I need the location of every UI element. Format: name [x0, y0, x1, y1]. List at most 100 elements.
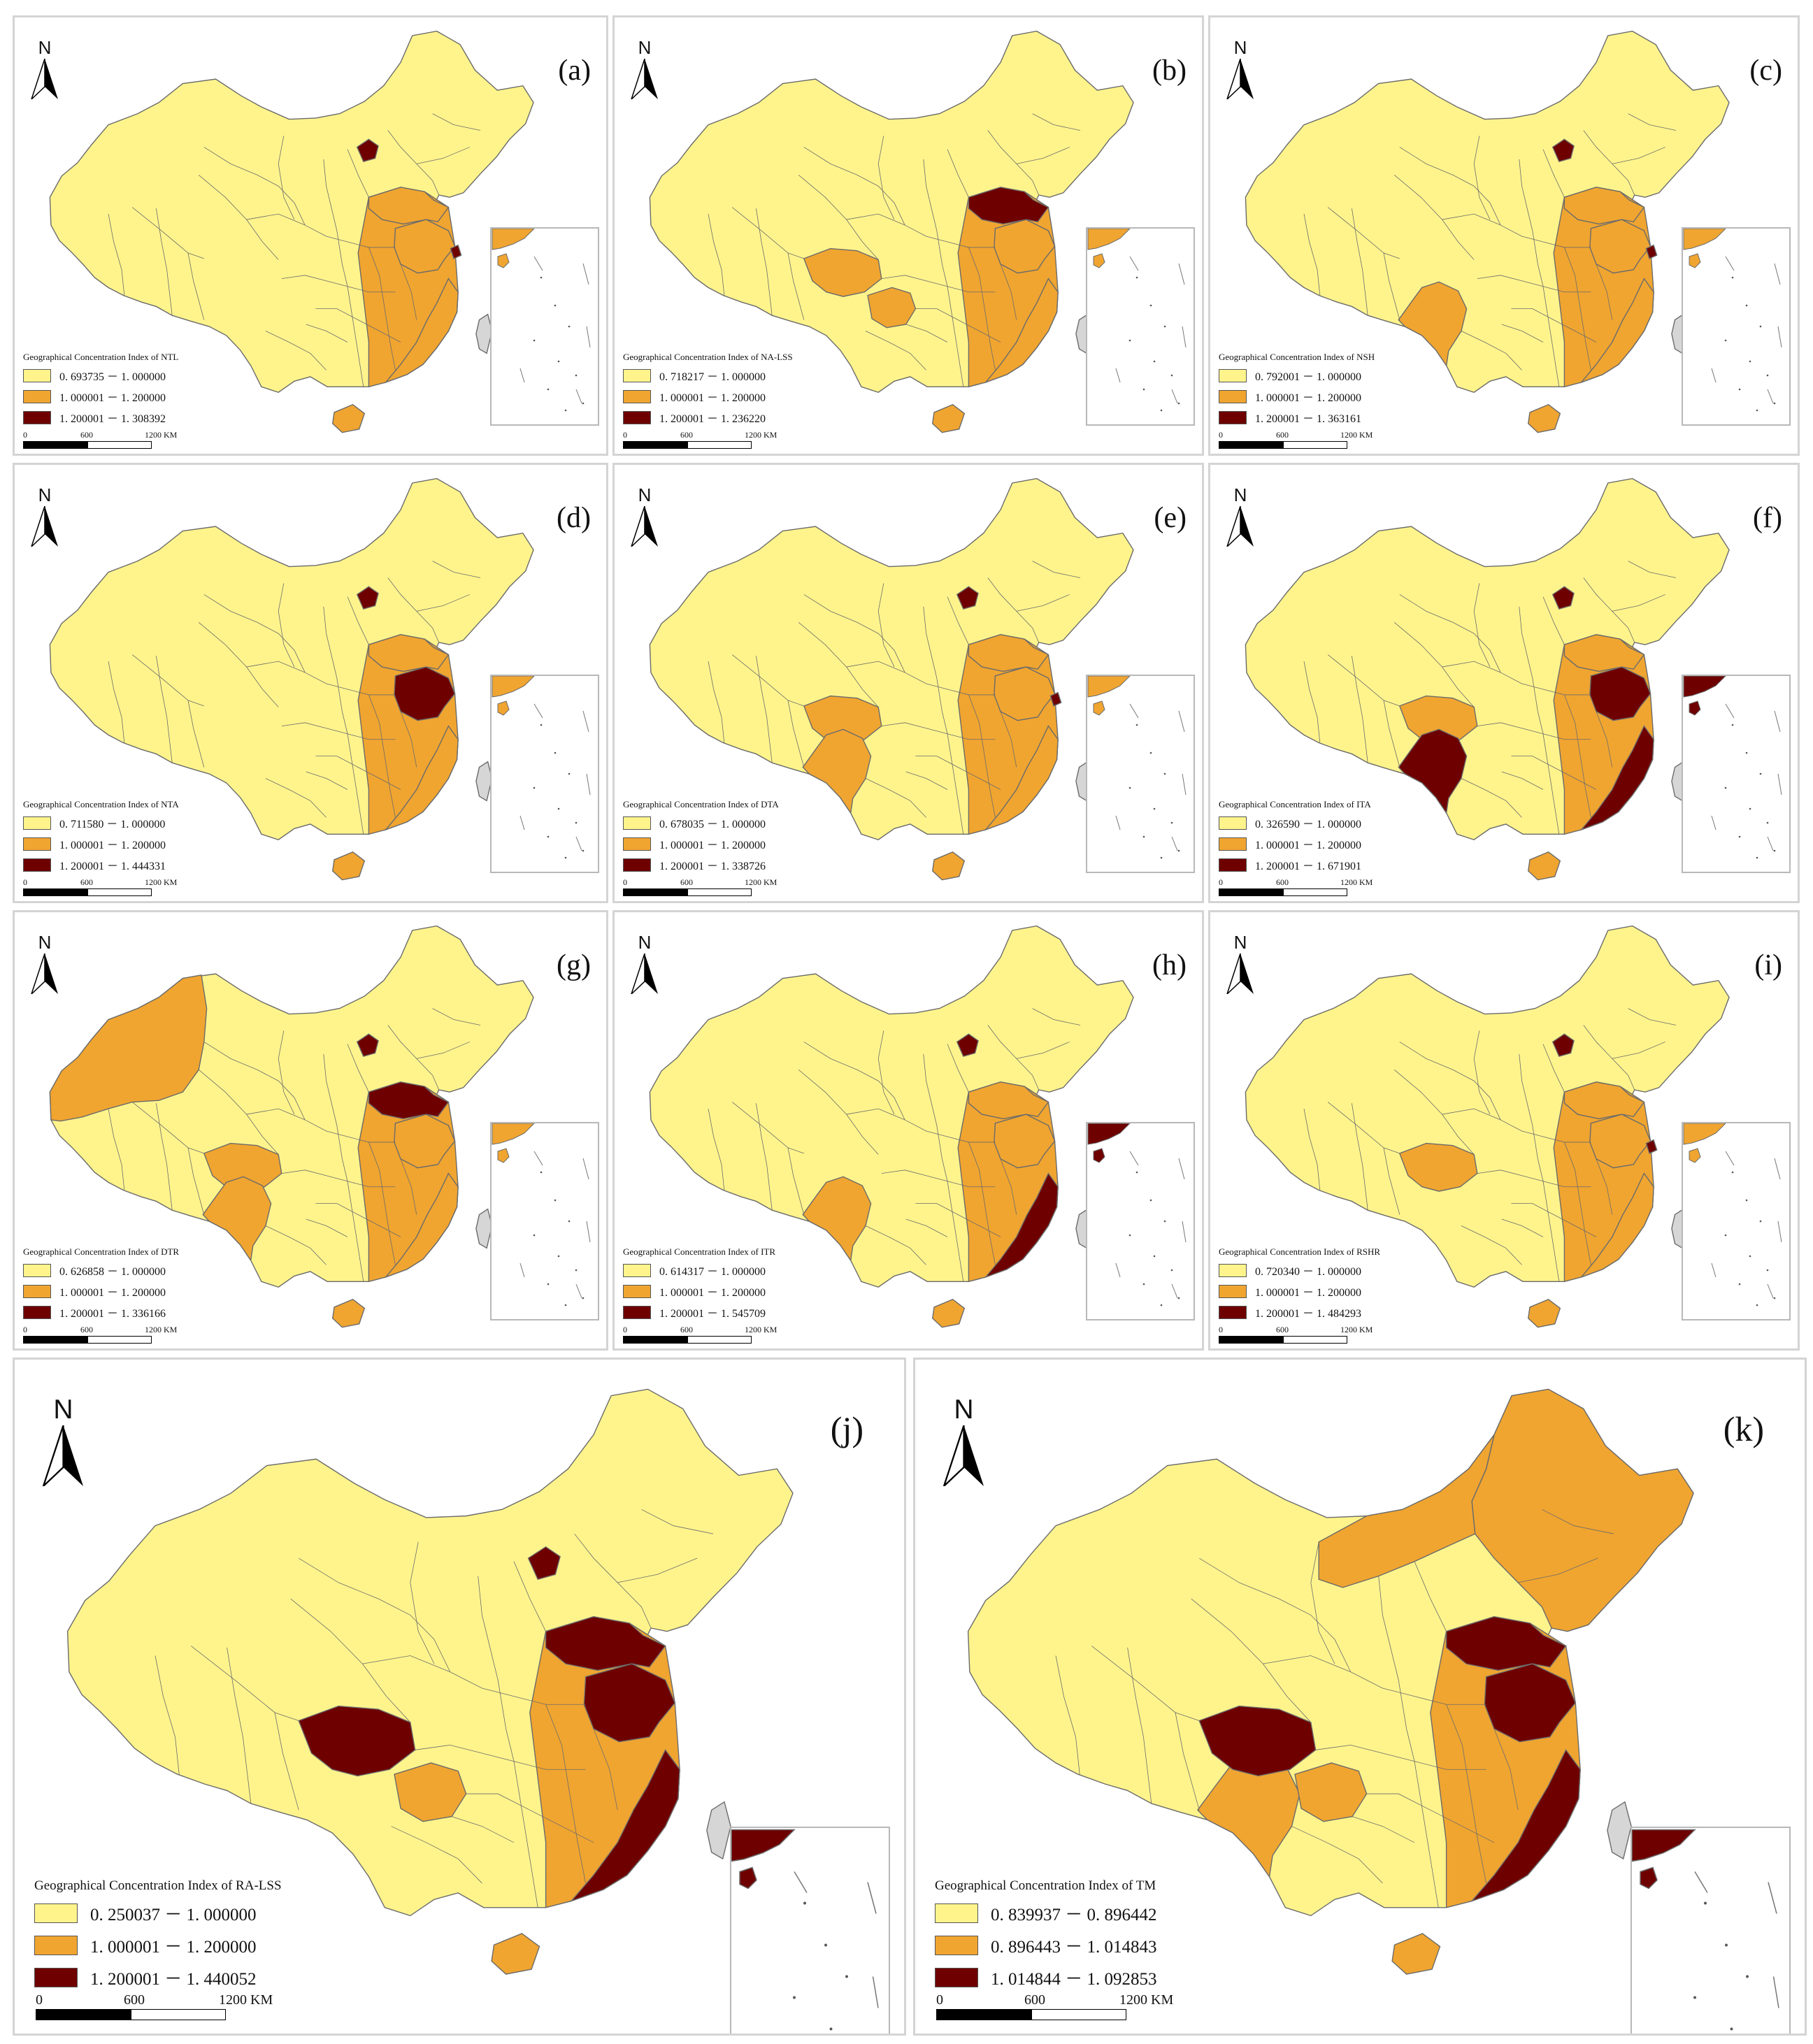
legend-range-label: 1. 200001 － 1. 484293: [1255, 1308, 1362, 1320]
scale-bar-graphic: [1219, 1336, 1389, 1344]
province-border: [188, 700, 204, 768]
legend-row: 1. 000001 － 1. 200000: [23, 835, 179, 852]
scale-segment-black: [936, 2009, 1031, 2020]
region-shanghai-high: [1646, 245, 1656, 259]
scale-tick-1: 600: [80, 1325, 93, 1334]
region-beijing-high: [1553, 139, 1574, 161]
south-china-sea-inset: [730, 1827, 890, 2034]
scale-tick-0: 0: [1219, 430, 1223, 440]
legend-title: Geographical Concentration Index of NTA: [23, 799, 179, 809]
province-border: [108, 214, 124, 295]
province-border: [906, 324, 947, 343]
scale-bar-graphic: [936, 2009, 1168, 2020]
legend-swatch-high: [935, 1968, 978, 1987]
mainland-region: [650, 31, 1133, 393]
legend-swatch-low: [1219, 1263, 1247, 1277]
province-border: [866, 779, 926, 818]
north-label: N: [1233, 37, 1247, 58]
scale-tick-1: 600: [680, 430, 693, 440]
south-china-sea-inset: [1086, 227, 1195, 426]
legend-row: 1. 200001 － 1. 671901: [1219, 856, 1371, 873]
legend-swatch-mid: [34, 1936, 78, 1955]
inset-map: [731, 1829, 879, 2031]
hainan-island: [492, 1934, 539, 1974]
legend-title: Geographical Concentration Index of RA-L…: [34, 1878, 282, 1893]
scale-tick-1: 600: [80, 430, 93, 440]
legend-row: 0. 614317 － 1. 000000: [623, 1262, 775, 1279]
province-border: [866, 331, 926, 370]
legend-row: 1. 200001 － 1. 236220: [623, 409, 793, 426]
province-border: [1543, 1044, 1564, 1093]
province-border: [1511, 756, 1596, 790]
scale-bar-graphic: [1219, 441, 1389, 449]
south-china-sea-inset: [1086, 675, 1195, 873]
taiwan-island: [476, 762, 492, 801]
region-yunnan-high: [1398, 729, 1466, 813]
province-border: [188, 1148, 204, 1215]
legend-swatch-low: [23, 368, 51, 382]
province-border: [305, 1120, 395, 1142]
province-border: [1001, 712, 1017, 768]
china-map-k: [915, 1360, 1807, 2036]
hainan-island: [933, 1300, 965, 1327]
legend-row: 1. 200001 － 1. 338726: [623, 856, 779, 873]
legend-range-label: 1. 000001 － 1. 200000: [1255, 840, 1362, 851]
scale-segment-black: [623, 888, 687, 896]
province-border: [315, 309, 401, 343]
region-sichuan-high: [299, 1706, 415, 1776]
legend-row: 0. 720340 － 1. 000000: [1219, 1262, 1380, 1279]
china-map-c: [1210, 17, 1800, 456]
province-border: [1474, 136, 1490, 219]
province-border: [1502, 772, 1543, 790]
province-border: [278, 1030, 294, 1114]
scale-bar-graphic: [623, 888, 794, 896]
province-border: [1351, 1672, 1486, 1704]
south-china-sea-inset: [1682, 1122, 1791, 1320]
province-border: [1442, 214, 1501, 225]
region-guizhou-mid: [394, 1763, 466, 1822]
province-border: [132, 208, 204, 259]
scale-tick-1: 600: [80, 877, 93, 887]
taiwan-island: [1607, 1802, 1631, 1859]
region-beijing-high: [529, 1547, 561, 1579]
scale-segment-white: [87, 1336, 152, 1344]
region-jiangsu-high: [1484, 1664, 1575, 1742]
region-jiangsu-mid: [994, 1114, 1055, 1168]
region-beijing-high: [357, 1034, 378, 1056]
mainland-region: [1245, 479, 1729, 840]
scale-tick-2: 1200 KM: [1340, 430, 1373, 440]
scale-segment-black: [623, 441, 687, 449]
province-border: [1494, 1729, 1518, 1810]
scale-tick-labels: 0 600 1200 KM: [623, 1325, 794, 1336]
province-border: [324, 1054, 337, 1125]
legend-range-label: 0. 614317 － 1. 000000: [659, 1266, 766, 1278]
mainland-region: [650, 479, 1133, 840]
province-border: [788, 1148, 804, 1215]
map-panel-b: N (b) Geographical Concentration Index of …: [612, 15, 1204, 456]
province-border: [498, 1680, 538, 1907]
province-border: [924, 159, 937, 231]
province-border: [191, 1646, 299, 1721]
legend-title: Geographical Concentration Index of ITA: [1219, 799, 1371, 809]
province-border: [1033, 561, 1080, 578]
province-border: [305, 225, 395, 247]
legend-row: 1. 000001 － 1. 200000: [623, 835, 779, 852]
north-label: N: [638, 484, 652, 505]
region-shandong-mid: [968, 1082, 1048, 1119]
scale-tick-labels: 0 600 1200 KM: [936, 1992, 1173, 2009]
inset-map: [1087, 1123, 1187, 1307]
province-border: [347, 597, 368, 645]
province-border: [401, 1159, 417, 1215]
province-border: [324, 159, 337, 231]
north-label: N: [638, 37, 652, 58]
province-border: [1328, 1102, 1400, 1153]
province-border: [1461, 1226, 1522, 1265]
scale-tick-1: 600: [680, 1325, 693, 1334]
legend: Geographical Concentration Index of RSHR…: [1219, 1246, 1380, 1325]
legend-row: 0. 718217 － 1. 000000: [623, 367, 793, 384]
province-border: [1502, 1219, 1543, 1237]
china-map-j: [15, 1360, 906, 2036]
province-border: [1304, 1109, 1320, 1190]
province-border: [282, 275, 396, 292]
legend-swatch-mid: [23, 837, 51, 851]
